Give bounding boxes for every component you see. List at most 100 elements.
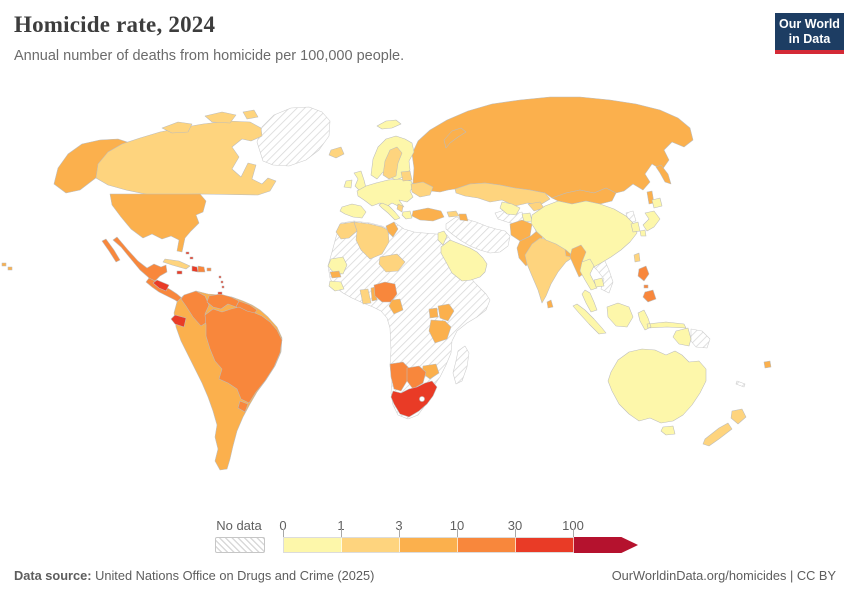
country-madagascar[interactable] [452,345,470,385]
country-fiji[interactable] [763,360,772,369]
country-uzbekistan[interactable] [499,201,521,216]
country-ireland[interactable] [343,179,353,189]
tick-mark [341,529,342,537]
country-papua-new-guinea[interactable] [690,328,711,349]
chart-subtitle: Annual number of deaths from homicide pe… [14,48,405,64]
country-mauritania[interactable] [327,256,348,275]
country-jamaica[interactable] [176,270,183,275]
legend-bin-0-1[interactable] [284,538,342,552]
country-new-zealand[interactable] [702,408,747,447]
country-ecuador[interactable] [170,314,187,328]
legend-bin-100-plus[interactable] [574,537,638,553]
legend-tick-30: 30 [507,518,523,533]
country-iceland[interactable] [328,146,345,159]
legend-tick-10: 10 [449,518,465,533]
owid-link[interactable]: OurWorldinData.org/homicides | CC BY [611,568,836,583]
region-kamchatka [655,164,672,185]
no-data-swatch[interactable] [215,537,265,553]
region-iran-iraq-syria[interactable] [445,216,511,254]
region-western-central-europe[interactable] [356,178,415,208]
country-honduras[interactable] [152,279,170,292]
region-iberia[interactable] [339,203,367,219]
owid-logo[interactable]: Our World in Data [775,13,844,54]
country-uruguay[interactable] [237,400,249,413]
chart-footer: OurWorldinData.org/homicides | CC BY Dat… [14,568,836,583]
legend-tick-100: 100 [562,518,584,533]
logo-line2: in Data [788,32,831,46]
region-hawaii[interactable] [1,262,13,271]
region-arabian-peninsula[interactable] [440,239,488,282]
country-botswana[interactable] [406,365,427,390]
country-sweden[interactable] [382,146,403,180]
country-niger[interactable] [378,253,406,273]
country-taiwan[interactable] [633,252,641,263]
country-indonesia[interactable] [572,302,692,347]
country-greece[interactable] [401,210,413,220]
country-senegal[interactable] [329,270,342,279]
region-levant[interactable] [437,230,448,246]
country-malaysia[interactable] [581,289,598,313]
country-azerbaijan[interactable] [458,213,469,222]
country-china[interactable] [530,200,638,269]
country-tunisia[interactable] [385,221,399,238]
country-kenya[interactable] [437,303,455,322]
country-guinea[interactable] [328,280,345,292]
country-ukraine[interactable] [410,181,434,198]
country-lesotho [419,396,425,402]
data-source-text: United Nations Office on Drugs and Crime… [91,568,375,583]
no-data-label: No data [216,518,262,533]
country-haiti[interactable] [191,265,199,273]
country-bahamas [185,251,194,260]
country-cambodia[interactable] [593,277,605,288]
region-baltic-states[interactable] [400,170,413,182]
country-namibia[interactable] [389,361,410,392]
page-title: Homicide rate, 2024 [14,12,216,37]
country-italy[interactable] [378,202,401,221]
region-lesser-antilles [218,275,225,289]
country-japan[interactable] [639,197,663,237]
country-afghanistan[interactable] [509,219,533,242]
country-dominican-republic[interactable] [197,265,206,273]
country-south-korea[interactable] [630,221,641,233]
country-sri-lanka[interactable] [546,299,554,309]
legend-color-bar [283,537,575,553]
country-mexico[interactable] [112,236,168,284]
legend-tick-3: 3 [395,518,403,533]
region-africa-no-data[interactable] [327,220,491,420]
country-russia[interactable] [411,96,694,199]
region-balkans[interactable] [396,203,404,213]
region-arctic-islands[interactable] [161,109,259,134]
country-algeria[interactable] [353,221,390,260]
legend-tick-1: 1 [337,518,345,533]
region-novaya-zemlya [443,127,467,149]
country-canada[interactable] [95,120,277,196]
legend-bin-1-3[interactable] [342,538,400,552]
country-venezuela[interactable] [206,293,240,310]
country-cameroon[interactable] [388,298,404,315]
region-svalbard [376,119,402,130]
country-ghana[interactable] [359,288,372,305]
country-georgia[interactable] [446,210,460,218]
legend-bin-10-30[interactable] [458,538,516,552]
tick-mark [573,529,574,537]
legend-bin-3-10[interactable] [400,538,458,552]
country-new-caledonia[interactable] [735,380,746,388]
country-greenland[interactable] [256,106,331,167]
country-uganda[interactable] [428,307,439,319]
country-south-africa[interactable] [390,380,438,418]
country-brazil[interactable] [204,306,283,404]
country-puerto-rico[interactable] [206,267,212,272]
country-philippines[interactable] [637,265,657,303]
region-baja-california[interactable] [101,238,121,263]
country-united-states[interactable] [109,193,207,253]
country-australia[interactable] [607,348,707,436]
country-tanzania[interactable] [428,319,452,344]
country-nigeria[interactable] [373,281,398,303]
data-source-label: Data source: [14,568,92,583]
legend-tick-0: 0 [279,518,287,533]
legend-bin-30-100[interactable] [516,538,574,552]
country-cuba[interactable] [162,258,191,270]
country-turkey[interactable] [411,207,445,222]
